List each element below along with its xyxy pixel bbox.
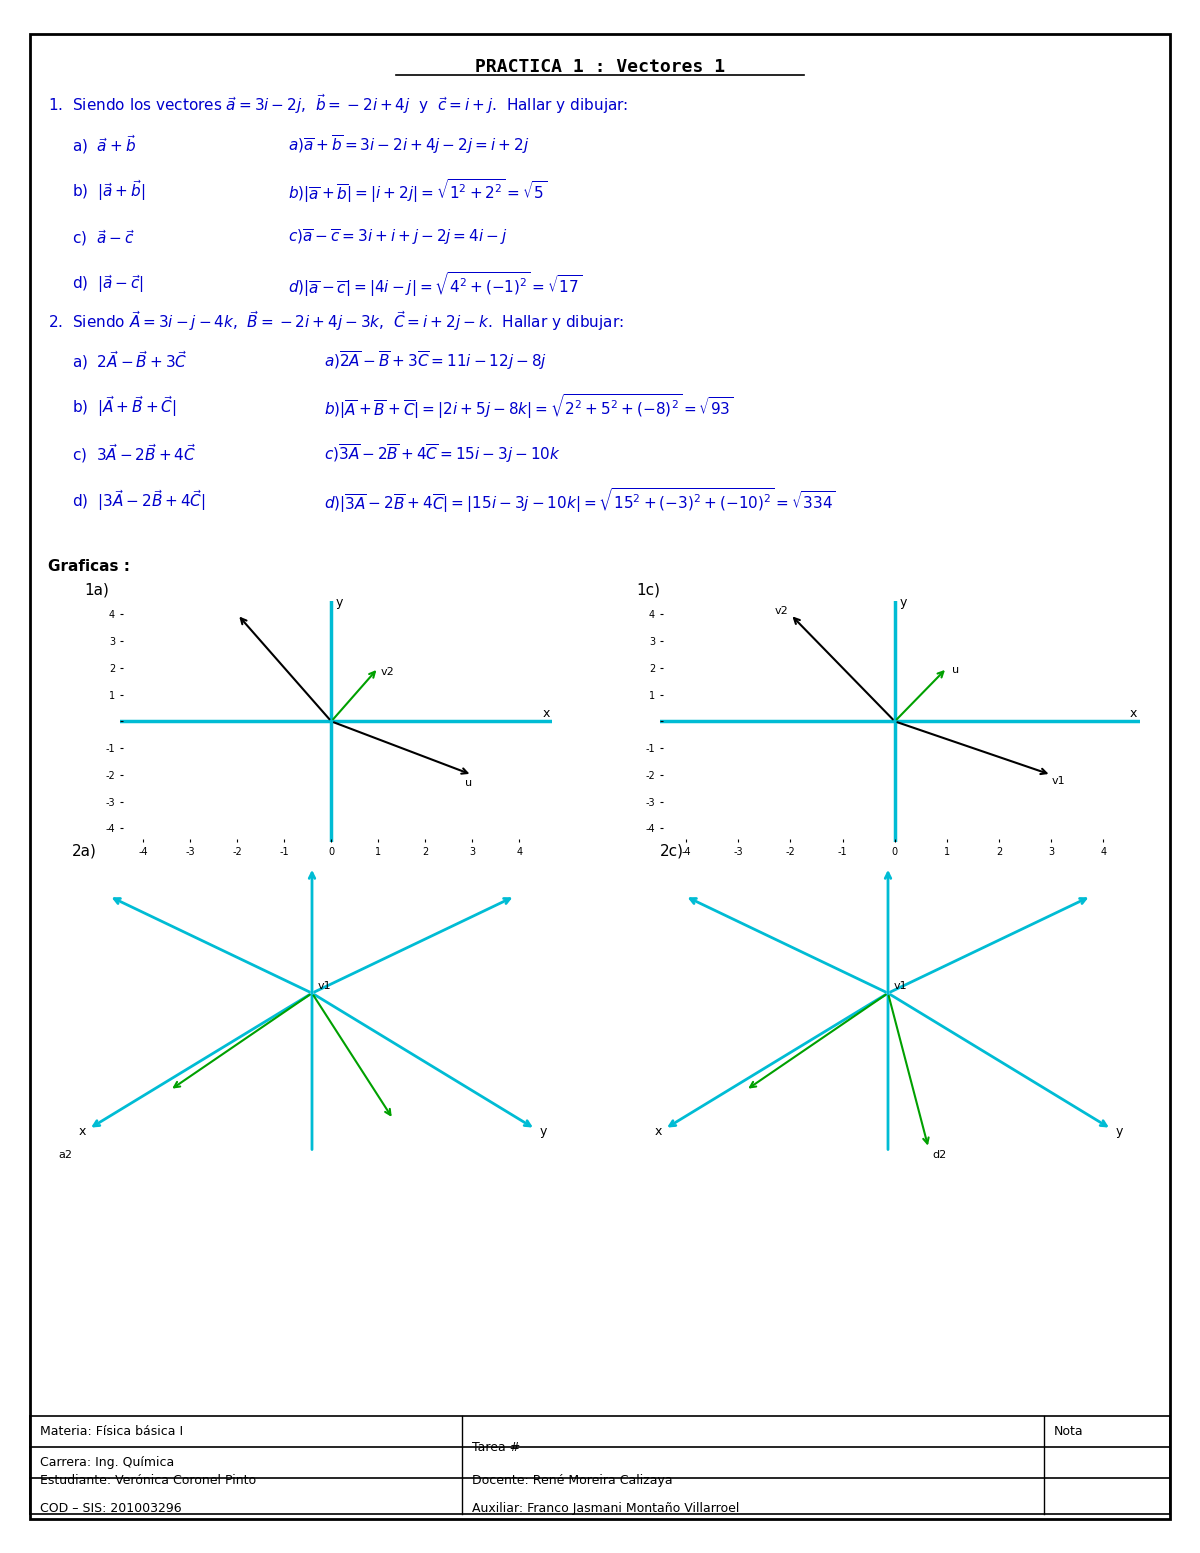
Text: $b)|\overline{a} + \overline{b}| = |i + 2j| = \sqrt{1^2 + 2^2} = \sqrt{5}$: $b)|\overline{a} + \overline{b}| = |i + … bbox=[288, 177, 547, 205]
Text: c)  $\vec{a} - \vec{c}$: c) $\vec{a} - \vec{c}$ bbox=[72, 228, 134, 247]
Text: a2: a2 bbox=[58, 1151, 72, 1160]
Text: 1a): 1a) bbox=[84, 582, 109, 598]
Text: $c)\overline{a} - \overline{c} = 3i + i + j - 2j = 4i - j$: $c)\overline{a} - \overline{c} = 3i + i … bbox=[288, 228, 508, 247]
Text: d2: d2 bbox=[932, 1151, 947, 1160]
Text: $d)|\overline{3A} - 2\overline{B} + 4\overline{C}| = |15i - 3j - 10k| = \sqrt{15: $d)|\overline{3A} - 2\overline{B} + 4\ov… bbox=[324, 486, 836, 514]
Text: x: x bbox=[654, 1124, 662, 1138]
Text: $d)|\overline{a} - \overline{c}| = |4i - j| = \sqrt{4^2 + (-1)^2} = \sqrt{17}$: $d)|\overline{a} - \overline{c}| = |4i -… bbox=[288, 270, 582, 298]
Text: v1: v1 bbox=[894, 981, 907, 991]
Text: Tarea #: Tarea # bbox=[472, 1441, 520, 1454]
Text: $b)|\overline{A} + \overline{B} + \overline{C}| = |2i + 5j - 8k| = \sqrt{2^2 + 5: $b)|\overline{A} + \overline{B} + \overl… bbox=[324, 393, 733, 421]
Text: 2c): 2c) bbox=[660, 843, 684, 859]
Text: y: y bbox=[900, 596, 907, 609]
Text: COD – SIS: 201003296: COD – SIS: 201003296 bbox=[40, 1502, 181, 1516]
Text: x: x bbox=[542, 707, 550, 721]
Text: d)  $|3\vec{A} - 2\vec{B} + 4\vec{C}|$: d) $|3\vec{A} - 2\vec{B} + 4\vec{C}|$ bbox=[72, 488, 205, 512]
Text: Auxiliar: Franco Jasmani Montaño Villarroel: Auxiliar: Franco Jasmani Montaño Villarr… bbox=[472, 1502, 739, 1516]
Text: c)  $3\vec{A} - 2\vec{B} + 4\vec{C}$: c) $3\vec{A} - 2\vec{B} + 4\vec{C}$ bbox=[72, 443, 196, 464]
Text: 2.  Siendo $\vec{A} = 3i - j - 4k$,  $\vec{B} = -2i + 4j - 3k$,  $\vec{C} = i + : 2. Siendo $\vec{A} = 3i - j - 4k$, $\vec… bbox=[48, 309, 624, 334]
Text: Estudiante: Verónica Coronel Pinto: Estudiante: Verónica Coronel Pinto bbox=[40, 1474, 256, 1488]
Text: Docente: René Moreira Calizaya: Docente: René Moreira Calizaya bbox=[472, 1474, 672, 1488]
Text: x: x bbox=[78, 1124, 86, 1138]
Text: v1: v1 bbox=[1051, 776, 1064, 786]
Text: y: y bbox=[1116, 1124, 1123, 1138]
Text: Materia: Física básica I: Materia: Física básica I bbox=[40, 1426, 182, 1438]
Text: Graficas :: Graficas : bbox=[48, 559, 130, 575]
Text: v2: v2 bbox=[775, 606, 788, 617]
Text: b)  $|\vec{a} + \vec{b}|$: b) $|\vec{a} + \vec{b}|$ bbox=[72, 179, 145, 203]
Text: 1.  Siendo los vectores $\vec{a} = 3i - 2j$,  $\vec{b} = -2i + 4j$  y  $\vec{c} : 1. Siendo los vectores $\vec{a} = 3i - 2… bbox=[48, 92, 629, 116]
Text: d)  $|\vec{a} - \vec{c}|$: d) $|\vec{a} - \vec{c}|$ bbox=[72, 273, 144, 295]
Text: a)  $\vec{a} + \vec{b}$: a) $\vec{a} + \vec{b}$ bbox=[72, 134, 137, 155]
Text: $c)\overline{3A} - 2\overline{B} + 4\overline{C} = 15i - 3j - 10k$: $c)\overline{3A} - 2\overline{B} + 4\ove… bbox=[324, 443, 560, 464]
Text: 2a): 2a) bbox=[72, 843, 97, 859]
Text: u: u bbox=[466, 778, 473, 787]
Text: y: y bbox=[540, 1124, 547, 1138]
Text: v1: v1 bbox=[318, 981, 331, 991]
Text: v2: v2 bbox=[380, 666, 395, 677]
Text: $a)\overline{2A} - \overline{B} + 3\overline{C} = 11i - 12j - 8j$: $a)\overline{2A} - \overline{B} + 3\over… bbox=[324, 349, 547, 371]
Text: a)  $2\vec{A} - \vec{B} + 3\vec{C}$: a) $2\vec{A} - \vec{B} + 3\vec{C}$ bbox=[72, 349, 187, 371]
Text: u: u bbox=[952, 665, 959, 676]
Text: PRACTICA 1 : Vectores 1: PRACTICA 1 : Vectores 1 bbox=[475, 57, 725, 76]
Text: Nota: Nota bbox=[1054, 1426, 1084, 1438]
Text: $a)\overline{a} + \overline{b} = 3i - 2i + 4j - 2j = i + 2j$: $a)\overline{a} + \overline{b} = 3i - 2i… bbox=[288, 134, 529, 155]
Text: 1c): 1c) bbox=[636, 582, 660, 598]
Text: Carrera: Ing. Química: Carrera: Ing. Química bbox=[40, 1457, 174, 1469]
Text: b)  $|\vec{A} + \vec{B} + \vec{C}|$: b) $|\vec{A} + \vec{B} + \vec{C}|$ bbox=[72, 394, 176, 419]
Text: y: y bbox=[336, 596, 343, 609]
Text: x: x bbox=[1129, 707, 1136, 721]
